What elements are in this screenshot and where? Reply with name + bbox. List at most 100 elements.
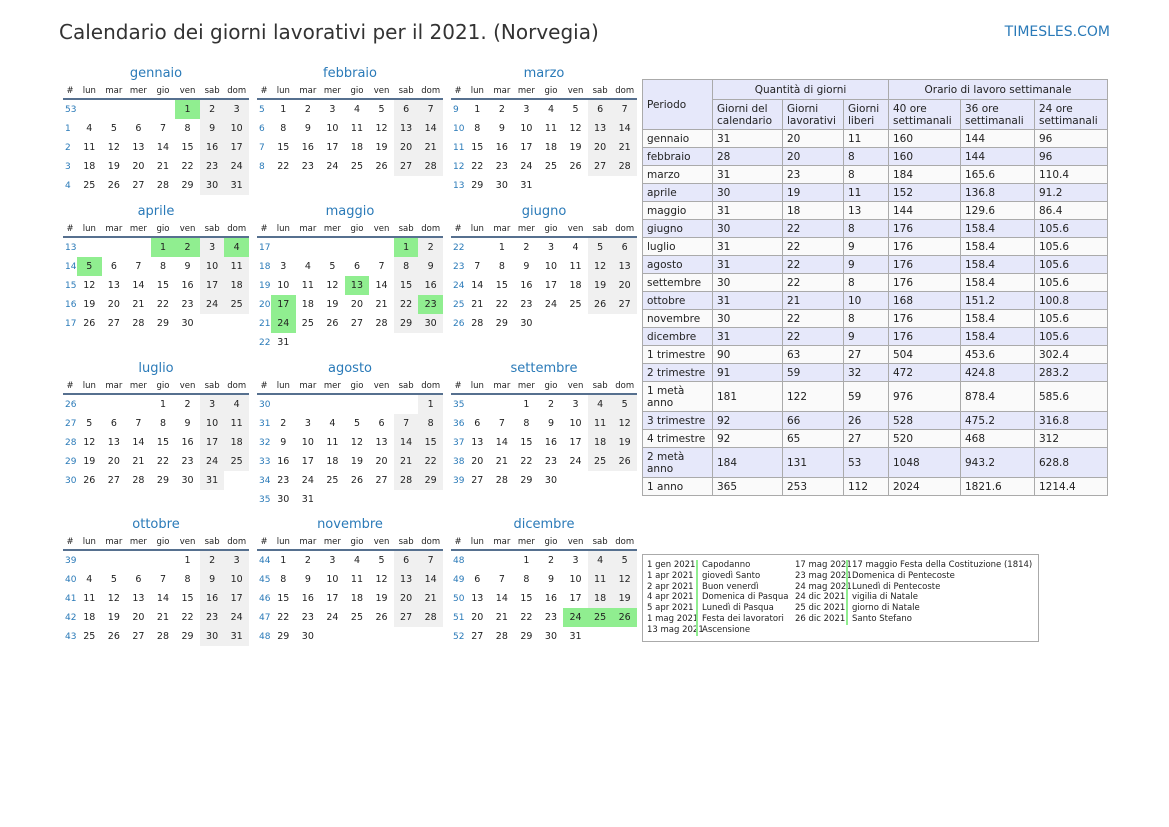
summary-cell: 28 <box>712 147 783 166</box>
day-cell: 11 <box>569 261 582 272</box>
holiday-date: 24 mag 2021 <box>795 581 852 592</box>
empty-cell <box>224 471 249 490</box>
day-cell: 27 <box>612 295 637 314</box>
empty-cell <box>151 550 176 570</box>
day-cell: 4 <box>329 418 336 429</box>
day-cell: 13 <box>471 437 484 448</box>
summary-period: 4 trimestre <box>642 429 713 448</box>
summary-cell: 21 <box>782 291 844 310</box>
day-cell: 13 <box>344 276 370 295</box>
day-cell: 23 <box>544 612 558 623</box>
week-row: 4 25 26 27 28 29 30 31 <box>63 176 249 195</box>
day-cell: 17 <box>569 437 582 448</box>
summary-period: aprile <box>642 183 713 202</box>
summary-row: ottobre 31 21 10 168 151.2 100.8 <box>642 291 1108 310</box>
day-cell: 15 <box>495 280 508 291</box>
day-cell: 29 <box>393 314 419 333</box>
day-cell: 26 <box>83 475 96 486</box>
day-cell: 7 <box>418 550 443 570</box>
week-row: 30 26 27 28 29 30 31 <box>63 471 249 490</box>
empty-cell <box>394 333 419 352</box>
day-cell: 1 <box>280 104 287 115</box>
month-title: dicembre <box>513 517 575 532</box>
summary-cell: 472 <box>888 363 961 382</box>
empty-cell <box>588 627 613 646</box>
day-cell: 16 <box>544 437 558 448</box>
day-cell: 6 <box>110 418 117 429</box>
day-cell: 11 <box>326 437 339 448</box>
week-row: 28 12 13 14 15 16 17 18 <box>63 433 249 452</box>
weekday-header: dom <box>612 84 637 100</box>
weekday-header: mer <box>514 379 539 395</box>
summary-cell: 30 <box>712 309 783 328</box>
day-cell: 9 <box>184 261 191 272</box>
day-cell: 27 <box>132 180 145 191</box>
day-cell: 2 <box>175 237 200 257</box>
day-cell: 5 <box>378 555 385 566</box>
day-cell: 27 <box>471 475 484 486</box>
summary-cell: 32 <box>843 363 889 382</box>
empty-cell <box>345 237 370 257</box>
week-row: 8 22 23 24 25 26 27 28 <box>257 157 443 176</box>
day-cell: 6 <box>353 261 360 272</box>
day-cell: 13 <box>375 437 388 448</box>
holiday-name: Domenica di Pentecoste <box>846 570 955 582</box>
summary-cell: 181 <box>712 381 783 412</box>
summary-cell: 316.8 <box>1034 411 1108 430</box>
day-cell: 1 <box>474 104 481 115</box>
weekday-header: dom <box>418 535 443 551</box>
day-cell: 7 <box>418 99 443 119</box>
week-number: 13 <box>453 180 465 191</box>
weekday-header: ven <box>369 222 394 238</box>
summary-cell: 96 <box>1034 147 1108 166</box>
day-cell: 18 <box>569 280 582 291</box>
holiday-date: 26 dic 2021 <box>795 614 846 624</box>
day-cell: 27 <box>587 157 613 176</box>
day-cell: 6 <box>393 99 419 119</box>
summary-cell: 283.2 <box>1034 363 1108 382</box>
weekday-header: dom <box>224 379 249 395</box>
day-cell: 7 <box>498 574 505 585</box>
day-cell: 7 <box>378 261 385 272</box>
summary-cell: 110.4 <box>1034 165 1108 184</box>
day-cell: 27 <box>107 318 120 329</box>
weekday-header: dom <box>224 222 249 238</box>
summary-cell: 65 <box>782 429 844 448</box>
week-number: 3 <box>65 161 71 172</box>
summary-cell: 1048 <box>888 447 961 478</box>
week-number-header: # <box>63 84 77 100</box>
summary-row: 4 trimestre 92 65 27 520 468 312 <box>642 429 1108 448</box>
week-row: 25 21 22 23 24 25 26 27 <box>451 295 637 314</box>
day-cell: 22 <box>277 612 290 623</box>
day-cell: 3 <box>572 399 579 410</box>
day-cell: 16 <box>199 589 225 608</box>
summary-cell: 90 <box>712 345 783 364</box>
week-row: 30 1 <box>257 394 443 414</box>
week-number-header: # <box>63 222 77 238</box>
week-number: 9 <box>453 104 459 115</box>
month-title: ottobre <box>132 517 180 532</box>
day-cell: 7 <box>474 261 481 272</box>
week-number: 39 <box>453 475 465 486</box>
day-cell: 17 <box>520 142 533 153</box>
week-row: 43 25 26 27 28 29 30 31 <box>63 627 249 646</box>
summary-period: luglio <box>642 237 713 256</box>
week-number: 10 <box>453 123 465 134</box>
week-number: 17 <box>65 318 77 329</box>
week-number: 2 <box>65 142 71 153</box>
day-cell: 29 <box>495 318 508 329</box>
day-cell: 2 <box>184 399 191 410</box>
brand-link[interactable]: TIMESLES.COM <box>1004 24 1110 40</box>
day-cell: 30 <box>181 475 194 486</box>
day-cell: 12 <box>83 280 96 291</box>
day-cell: 13 <box>132 142 145 153</box>
week-number: 25 <box>453 299 465 310</box>
week-number: 51 <box>453 612 465 623</box>
week-number: 40 <box>65 574 77 585</box>
day-cell: 10 <box>326 123 339 134</box>
week-row: 34 23 24 25 26 27 28 29 <box>257 471 443 490</box>
day-cell: 11 <box>350 574 364 585</box>
day-cell: 20 <box>612 276 637 295</box>
day-cell: 2 <box>280 418 287 429</box>
